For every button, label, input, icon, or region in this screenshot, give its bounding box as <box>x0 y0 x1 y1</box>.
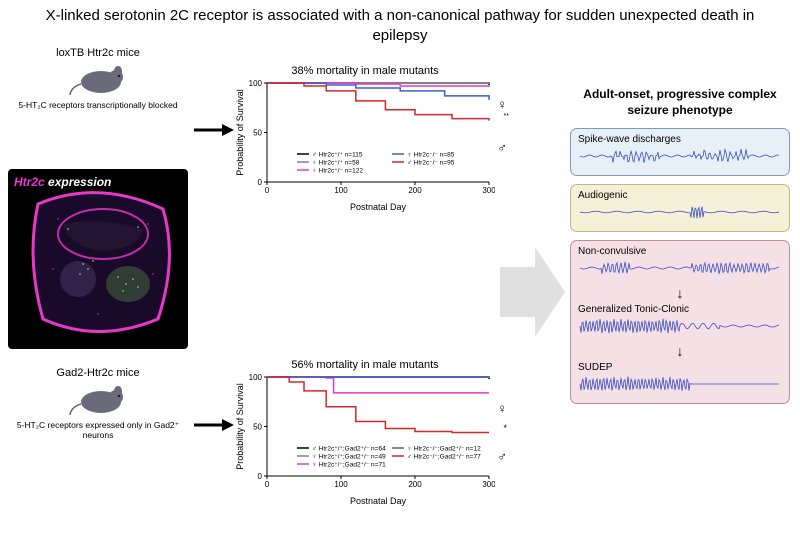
female-symbol: ♀ <box>497 97 507 112</box>
female-symbol: ♀ <box>497 401 507 416</box>
big-arrow-icon <box>500 242 565 342</box>
chart-2-title: 56% mortality in male mutants <box>235 359 495 371</box>
chart-1-title: 38% mortality in male mutants <box>235 65 495 77</box>
svg-text:Probability of Survival: Probability of Survival <box>235 89 245 176</box>
svg-text:♀ Htr2c⁻/⁻;Gad2⁺/⁻ n=12: ♀ Htr2c⁻/⁻;Gad2⁺/⁻ n=12 <box>407 446 481 453</box>
seizure-label: Audiogenic <box>578 190 782 201</box>
seizure-label: Generalized Tonic-Clonic <box>578 304 782 315</box>
seizure-label: Non-convulsive <box>578 246 782 257</box>
left-column: loxTB Htr2c mice 5-HT₂C receptors transc… <box>8 47 188 116</box>
svg-text:100: 100 <box>249 373 263 382</box>
svg-text:100: 100 <box>334 186 348 195</box>
model-1-label: loxTB Htr2c mice <box>8 47 188 59</box>
svg-text:♀ Htr2c⁺/⁻;Gad2⁺/⁻ n=71: ♀ Htr2c⁺/⁻;Gad2⁺/⁻ n=71 <box>312 462 386 469</box>
arrow-icon <box>192 122 234 138</box>
down-arrow-icon: ↓ <box>578 285 782 301</box>
svg-text:Postnatal Day: Postnatal Day <box>350 496 407 506</box>
waveform-icon <box>578 203 782 221</box>
svg-text:50: 50 <box>253 423 262 432</box>
right-title: Adult-onset, progressive complex seizure… <box>570 87 790 118</box>
svg-text:♂ Htr2c⁻/⁻ n=95: ♂ Htr2c⁻/⁻ n=95 <box>407 160 455 167</box>
svg-text:50: 50 <box>253 129 262 138</box>
svg-text:♂ Htr2c⁻/⁻;Gad2⁺/⁻ n=77: ♂ Htr2c⁻/⁻;Gad2⁺/⁻ n=77 <box>407 454 481 461</box>
svg-text:Postnatal Day: Postnatal Day <box>350 202 407 212</box>
survival-chart-1: 38% mortality in male mutants 0 100 200 300… <box>235 65 495 220</box>
waveform-icon <box>578 375 782 393</box>
seizure-box: Spike-wave discharges <box>570 128 790 176</box>
seizure-label: SUDEP <box>578 362 782 373</box>
svg-text:Probability of Survival: Probability of Survival <box>235 383 245 470</box>
waveform-icon <box>578 147 782 165</box>
model-1-block: loxTB Htr2c mice 5-HT₂C receptors transc… <box>8 47 188 110</box>
model-2-label: Gad2-Htr2c mice <box>8 367 188 379</box>
svg-text:0: 0 <box>258 178 263 187</box>
arrow-icon <box>192 417 234 433</box>
svg-text:0: 0 <box>265 480 270 489</box>
sig-marker: * <box>503 423 507 433</box>
sig-marker: ** <box>504 113 509 120</box>
mouse-icon <box>68 62 128 97</box>
figure-content: loxTB Htr2c mice 5-HT₂C receptors transc… <box>0 47 800 537</box>
model-2-block: Gad2-Htr2c mice 5-HT₂C receptors express… <box>8 367 188 440</box>
svg-text:♀ Htr2c⁻/⁻ n=85: ♀ Htr2c⁻/⁻ n=85 <box>407 152 455 159</box>
svg-text:100: 100 <box>334 480 348 489</box>
svg-text:♂ Htr2c⁺/⁺;Gad2⁺/⁻ n=64: ♂ Htr2c⁺/⁺;Gad2⁺/⁻ n=64 <box>312 446 386 453</box>
svg-text:♀ Htr2c⁺/⁺ n=58: ♀ Htr2c⁺/⁺ n=58 <box>312 160 360 167</box>
svg-text:300: 300 <box>482 186 495 195</box>
svg-text:100: 100 <box>249 79 263 88</box>
mouse-icon <box>68 382 128 417</box>
svg-text:0: 0 <box>265 186 270 195</box>
htr2c-expression-label: Htr2c expression <box>14 175 111 189</box>
down-arrow-icon: ↓ <box>578 343 782 359</box>
svg-text:♀ Htr2c⁺/⁺;Gad2⁺/⁻ n=49: ♀ Htr2c⁺/⁺;Gad2⁺/⁻ n=49 <box>312 454 386 461</box>
waveform-icon <box>578 259 782 277</box>
seizure-box: Audiogenic <box>570 184 790 232</box>
survival-chart-2: 56% mortality in male mutants 0 100 200 300… <box>235 359 495 514</box>
right-column: Adult-onset, progressive complex seizure… <box>570 87 790 412</box>
svg-text:200: 200 <box>408 186 422 195</box>
svg-text:300: 300 <box>482 480 495 489</box>
male-symbol: ♂ <box>497 449 507 464</box>
page-title: X-linked serotonin 2C receptor is associ… <box>0 0 800 47</box>
male-symbol: ♂ <box>497 140 507 155</box>
waveform-icon <box>578 317 782 335</box>
svg-text:♀ Htr2c⁺/⁻ n=122: ♀ Htr2c⁺/⁻ n=122 <box>312 168 363 175</box>
brain-section-image <box>8 169 188 349</box>
model-2-desc: 5-HT₂C receptors expressed only in Gad2⁺… <box>8 420 188 440</box>
model-1-desc: 5-HT₂C receptors transcriptionally block… <box>8 100 188 110</box>
svg-text:200: 200 <box>408 480 422 489</box>
main-seizure-box: Non-convulsive ↓ Generalized Tonic-Clonic ↓… <box>570 240 790 404</box>
seizure-label: Spike-wave discharges <box>578 134 782 145</box>
svg-text:0: 0 <box>258 472 263 481</box>
svg-text:♂ Htr2c⁺/⁺ n=115: ♂ Htr2c⁺/⁺ n=115 <box>312 152 363 159</box>
